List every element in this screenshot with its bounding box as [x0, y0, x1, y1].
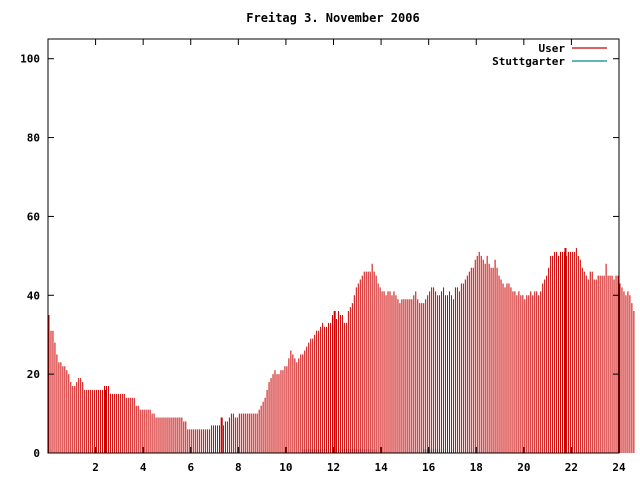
- plot-frame: [47, 38, 620, 454]
- x-tick-label-16: 16: [422, 461, 436, 474]
- highlight-bars: [104, 247, 567, 453]
- y-tick-label-80: 80: [27, 132, 40, 145]
- y-tick-label-20: 20: [27, 368, 40, 381]
- x-axis: 2 4 6 8 10 12 14 16 18 20 22 24: [92, 39, 626, 474]
- x-tick-label-24: 24: [612, 461, 626, 474]
- x-tick-label-2: 2: [92, 461, 99, 474]
- legend-label-stuttgarter: Stuttgarter: [492, 55, 565, 68]
- x-tick-label-14: 14: [374, 461, 388, 474]
- y-axis: 0 20 40 60 80 100: [20, 53, 619, 460]
- x-tick-label-18: 18: [470, 461, 483, 474]
- y-tick-label-100: 100: [20, 53, 40, 66]
- y-tick-label-40: 40: [27, 289, 40, 302]
- x-tick-label-22: 22: [565, 461, 578, 474]
- x-tick-label-10: 10: [279, 461, 292, 474]
- x-tick-label-8: 8: [235, 461, 242, 474]
- x-tick-label-20: 20: [517, 461, 530, 474]
- x-tick-label-4: 4: [140, 461, 147, 474]
- x-tick-label-6: 6: [187, 461, 194, 474]
- legend: User Stuttgarter: [492, 42, 607, 68]
- legend-label-user: User: [539, 42, 566, 55]
- series-user-bars: [48, 247, 635, 453]
- y-tick-label-0: 0: [33, 447, 40, 460]
- chart-title: Freitag 3. November 2006: [246, 11, 419, 25]
- x-tick-label-12: 12: [327, 461, 340, 474]
- y-tick-label-60: 60: [27, 210, 40, 223]
